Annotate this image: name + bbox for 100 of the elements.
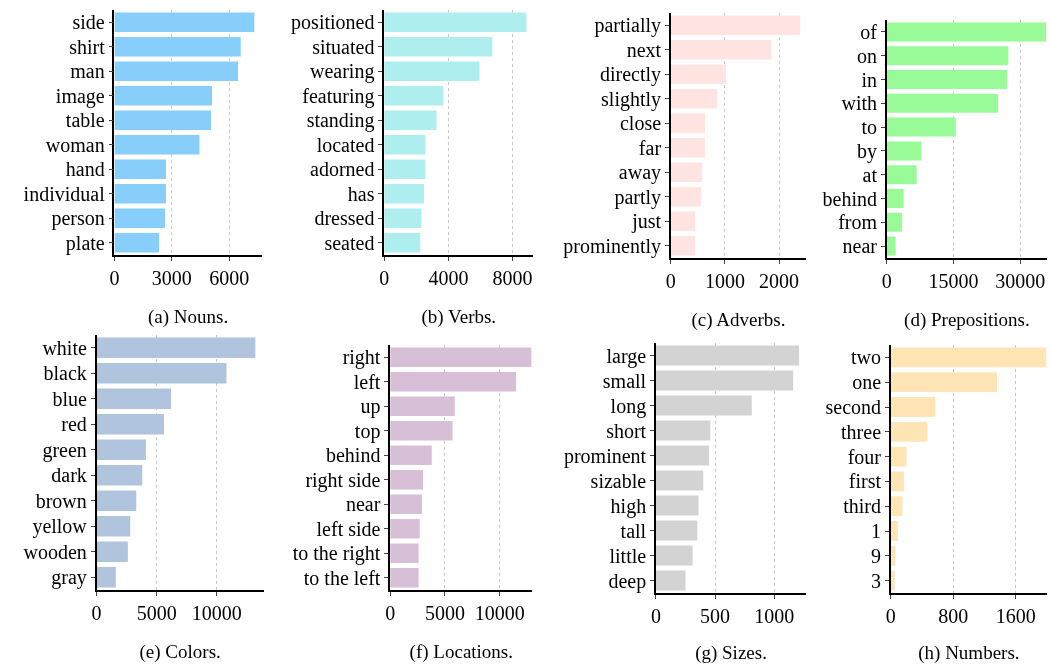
bar <box>670 186 702 207</box>
x-tick-label: 5000 <box>424 601 465 624</box>
bar <box>96 414 164 435</box>
bar <box>114 208 165 229</box>
bar <box>384 134 426 155</box>
bar <box>670 15 801 36</box>
y-tick-label: next <box>626 38 662 61</box>
y-tick-label: seated <box>324 231 375 254</box>
x-axis-title: (f) Locations. <box>409 641 514 664</box>
y-tick-label: gray <box>51 566 87 590</box>
y-tick-label: one <box>852 371 882 394</box>
x-tick-label: 0 <box>109 266 120 289</box>
bar <box>890 372 998 393</box>
bar <box>96 388 172 409</box>
y-tick-label: prominent <box>563 444 647 468</box>
bar <box>96 337 256 358</box>
y-tick-label: wooden <box>23 540 87 563</box>
bar <box>390 371 517 392</box>
x-tick-label: 500 <box>700 604 731 627</box>
y-tick-label: directly <box>599 63 662 87</box>
bar <box>96 465 143 486</box>
y-tick-label: in <box>861 68 878 91</box>
y-tick-label: by <box>857 139 878 163</box>
bar <box>886 117 956 137</box>
y-tick-label: plate <box>65 231 105 255</box>
y-tick-label: small <box>602 369 647 392</box>
x-tick-label: 10000 <box>191 601 242 624</box>
bar <box>114 61 239 82</box>
bar <box>670 162 703 183</box>
bar <box>114 85 213 106</box>
bar <box>890 496 903 517</box>
x-tick-label: 0 <box>650 604 661 627</box>
bar <box>114 36 241 57</box>
y-tick-label: near <box>345 493 381 516</box>
y-tick-label: shirt <box>69 35 106 58</box>
bar <box>384 36 493 57</box>
bar <box>390 469 423 490</box>
x-axis-title: (g) Sizes. <box>695 642 767 664</box>
y-tick-label: short <box>606 419 647 442</box>
x-axis-title: (h) Numbers. <box>918 642 1020 664</box>
x-tick-label: 6000 <box>209 266 250 289</box>
y-tick-label: blue <box>52 387 87 410</box>
x-tick-label: 0 <box>885 604 896 627</box>
bar <box>890 421 928 442</box>
bar <box>114 183 166 204</box>
bar <box>670 235 696 256</box>
bar <box>390 347 532 368</box>
bar <box>390 445 432 466</box>
x-tick-label: 5000 <box>136 601 177 624</box>
y-tick-label: right <box>342 346 381 370</box>
y-tick-label: 1 <box>871 520 882 542</box>
y-tick-label: close <box>619 112 662 135</box>
x-tick-label: 3000 <box>151 266 192 289</box>
x-tick-label: 15000 <box>928 269 979 292</box>
y-tick-label: long <box>610 394 647 418</box>
y-tick-label: left side <box>316 517 381 540</box>
bar <box>655 470 704 491</box>
y-tick-label: brown <box>35 489 87 512</box>
x-tick-label: 800 <box>938 604 969 627</box>
bar <box>890 471 905 492</box>
bar <box>670 88 718 109</box>
bar <box>390 420 453 441</box>
bar <box>96 490 137 511</box>
y-tick-label: deep <box>608 569 647 593</box>
bar <box>886 22 1047 42</box>
y-tick-label: dressed <box>314 207 375 230</box>
bar <box>670 113 705 134</box>
y-tick-label: to the right <box>292 542 381 566</box>
y-tick-label: behind <box>822 187 878 210</box>
x-axis-title: (e) Colors. <box>139 641 221 664</box>
y-tick-label: adorned <box>310 158 375 181</box>
y-tick-label: left <box>353 370 381 393</box>
x-tick-label: 1000 <box>754 604 795 627</box>
bar <box>890 347 1047 368</box>
x-tick-label: 30000 <box>995 269 1046 292</box>
bar <box>655 420 711 441</box>
bar <box>655 445 710 466</box>
x-axis-title: (c) Adverbs. <box>691 309 786 332</box>
x-tick-label: 2000 <box>759 269 800 292</box>
bar <box>390 518 420 539</box>
bar <box>114 134 200 155</box>
bar <box>384 232 421 253</box>
x-tick-label: 0 <box>385 601 396 624</box>
bar <box>384 110 437 131</box>
bar <box>96 541 128 562</box>
y-tick-label: behind <box>325 444 381 467</box>
bar <box>886 69 1007 90</box>
bar <box>886 141 922 161</box>
y-tick-label: located <box>316 133 375 156</box>
bar <box>890 521 898 541</box>
y-tick-label: with <box>841 92 878 115</box>
y-tick-label: to the left <box>303 566 381 589</box>
bar <box>886 236 896 256</box>
y-tick-label: standing <box>306 109 375 133</box>
y-tick-label: partly <box>614 185 662 209</box>
y-tick-label: man <box>70 60 105 83</box>
bar <box>114 232 160 253</box>
y-tick-label: sizable <box>590 469 647 492</box>
bar <box>384 61 480 82</box>
y-tick-label: first <box>848 470 882 493</box>
